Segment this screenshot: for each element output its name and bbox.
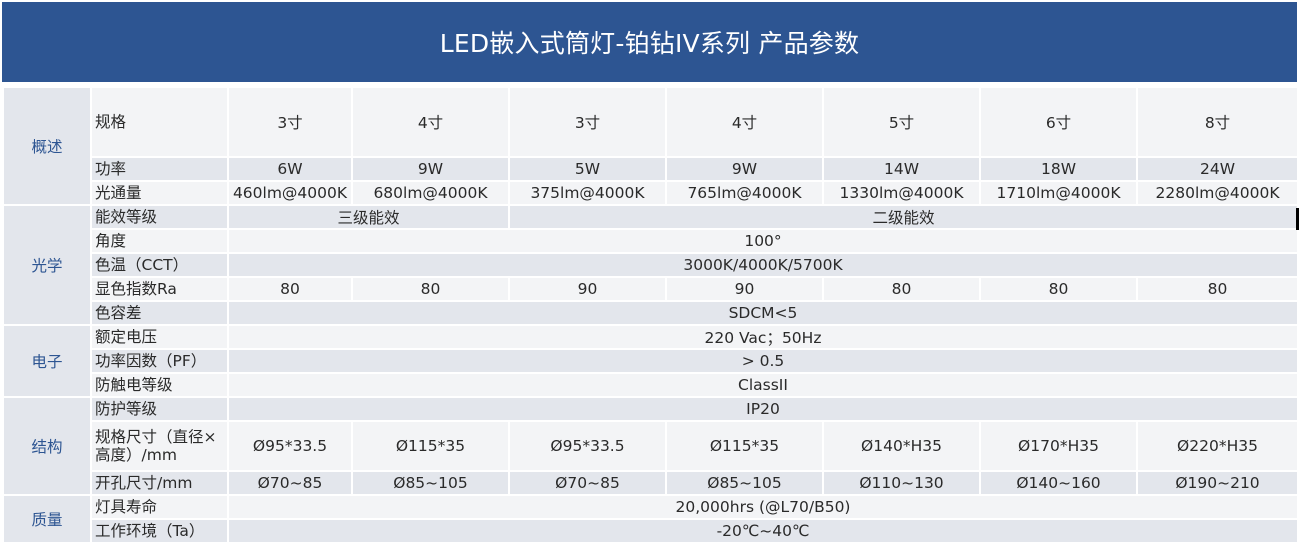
table-cell: IP20 bbox=[227, 396, 1299, 422]
table-cell: -20℃~40℃ bbox=[227, 518, 1299, 544]
table-cell: 90 bbox=[665, 276, 824, 302]
edge-divider bbox=[1296, 208, 1299, 230]
row-label: 防触电等级 bbox=[90, 372, 229, 398]
row-label: 额定电压 bbox=[90, 324, 229, 350]
row-label: 色温（CCT） bbox=[90, 252, 229, 278]
table-row: 光学 能效等级 三级能效 二级能效 bbox=[2, 204, 1299, 326]
table-row: 角度 100° bbox=[3, 228, 1299, 254]
table-cell: 4寸 bbox=[665, 86, 824, 158]
table-cell: Ø170*H35 bbox=[979, 420, 1138, 472]
category-quality: 质量 bbox=[2, 494, 92, 544]
table-cell: SDCM<5 bbox=[227, 300, 1299, 326]
table-cell: 5W bbox=[508, 156, 667, 182]
row-label: 灯具寿命 bbox=[90, 494, 229, 520]
table-cell: > 0.5 bbox=[227, 348, 1299, 374]
table-cell: Ø85~105 bbox=[665, 470, 824, 496]
row-label: 功率 bbox=[90, 156, 229, 182]
table-cell: 24W bbox=[1136, 156, 1299, 182]
table-row: 显色指数Ra 80 80 90 90 80 80 80 bbox=[3, 276, 1299, 302]
table-cell: 3寸 bbox=[227, 86, 353, 158]
row-label: 功率因数（PF） bbox=[90, 348, 229, 374]
table-cell: 9W bbox=[351, 156, 510, 182]
page-title: LED嵌入式筒灯-铂钻IV系列 产品参数 bbox=[2, 2, 1297, 82]
table-cell: 80 bbox=[227, 276, 353, 302]
category-overview: 概述 bbox=[2, 86, 92, 206]
table-row: 开孔尺寸/mm Ø70~85 Ø85~105 Ø70~85 Ø85~105 Ø1… bbox=[3, 470, 1299, 496]
table-row: 电子 额定电压 220 Vac；50Hz bbox=[2, 324, 1299, 398]
row-label: 防护等级 bbox=[90, 396, 229, 422]
table-cell: Ø95*33.5 bbox=[227, 420, 353, 472]
spec-table: 概述 规格 3寸 4寸 3寸 4寸 5寸 6寸 8寸 功率 6W 9W 5W 9… bbox=[2, 86, 1299, 544]
table-cell: 2280lm@4000K bbox=[1136, 180, 1299, 206]
table-cell: 1710lm@4000K bbox=[979, 180, 1138, 206]
row-label: 色容差 bbox=[90, 300, 229, 326]
table-cell: 460lm@4000K bbox=[227, 180, 353, 206]
table-cell: Ø190~210 bbox=[1136, 470, 1299, 496]
table-cell: 9W bbox=[665, 156, 824, 182]
table-cell: 6W bbox=[227, 156, 353, 182]
table-cell: Ø220*H35 bbox=[1136, 420, 1299, 472]
table-cell: 18W bbox=[979, 156, 1138, 182]
table-row: 工作环境（Ta） -20℃~40℃ bbox=[3, 518, 1299, 544]
table-cell: Ø140~160 bbox=[979, 470, 1138, 496]
table-row: 规格尺寸（直径×高度）/mm Ø95*33.5 Ø115*35 Ø95*33.5… bbox=[3, 420, 1299, 472]
table-cell: 680lm@4000K bbox=[351, 180, 510, 206]
table-cell: 5寸 bbox=[822, 86, 981, 158]
table-cell: 80 bbox=[1136, 276, 1299, 302]
table-row: 功率 6W 9W 5W 9W 14W 18W 24W bbox=[3, 156, 1299, 182]
table-cell: 80 bbox=[979, 276, 1138, 302]
table-cell: Ø70~85 bbox=[508, 470, 667, 496]
category-electric: 电子 bbox=[2, 324, 92, 398]
table-cell: 3寸 bbox=[508, 86, 667, 158]
table-cell: Ø70~85 bbox=[227, 470, 353, 496]
table-cell: Ø110~130 bbox=[822, 470, 981, 496]
table-cell: 765lm@4000K bbox=[665, 180, 824, 206]
table-cell: 4寸 bbox=[351, 86, 510, 158]
table-cell: Ø115*35 bbox=[665, 420, 824, 472]
table-cell: 80 bbox=[822, 276, 981, 302]
table-cell: 3000K/4000K/5700K bbox=[227, 252, 1299, 278]
table-cell: 三级能效 bbox=[227, 204, 510, 230]
table-row: 概述 规格 3寸 4寸 3寸 4寸 5寸 6寸 8寸 bbox=[2, 86, 1299, 206]
table-cell: ClassII bbox=[227, 372, 1299, 398]
table-cell: 8寸 bbox=[1136, 86, 1299, 158]
table-cell: 375lm@4000K bbox=[508, 180, 667, 206]
table-cell: 80 bbox=[351, 276, 510, 302]
row-label: 角度 bbox=[90, 228, 229, 254]
row-label: 工作环境（Ta） bbox=[90, 518, 229, 544]
row-label: 规格尺寸（直径×高度）/mm bbox=[90, 420, 229, 472]
table-cell: 220 Vac；50Hz bbox=[227, 324, 1299, 350]
row-label: 能效等级 bbox=[90, 204, 229, 230]
row-label: 显色指数Ra bbox=[90, 276, 229, 302]
table-row: 光通量 460lm@4000K 680lm@4000K 375lm@4000K … bbox=[3, 180, 1299, 206]
table-cell: Ø115*35 bbox=[351, 420, 510, 472]
table-row: 功率因数（PF） > 0.5 bbox=[3, 348, 1299, 374]
table-row: 结构 防护等级 IP20 bbox=[2, 396, 1299, 496]
table-cell: Ø85~105 bbox=[351, 470, 510, 496]
table-row: 防触电等级 ClassII bbox=[3, 372, 1299, 398]
table-cell: 二级能效 bbox=[508, 204, 1299, 230]
table-row: 质量 灯具寿命 20,000hrs (@L70/B50) bbox=[2, 494, 1299, 544]
row-label: 光通量 bbox=[90, 180, 229, 206]
category-optics: 光学 bbox=[2, 204, 92, 326]
table-cell: 14W bbox=[822, 156, 981, 182]
table-cell: 6寸 bbox=[979, 86, 1138, 158]
table-cell: 90 bbox=[508, 276, 667, 302]
table-cell: Ø95*33.5 bbox=[508, 420, 667, 472]
row-label: 规格 bbox=[90, 86, 229, 158]
table-cell: Ø140*H35 bbox=[822, 420, 981, 472]
table-cell: 1330lm@4000K bbox=[822, 180, 981, 206]
category-structure: 结构 bbox=[2, 396, 92, 496]
table-row: 色容差 SDCM<5 bbox=[3, 300, 1299, 326]
table-cell: 100° bbox=[227, 228, 1299, 254]
row-label: 开孔尺寸/mm bbox=[90, 470, 229, 496]
table-row: 色温（CCT） 3000K/4000K/5700K bbox=[3, 252, 1299, 278]
table-cell: 20,000hrs (@L70/B50) bbox=[227, 494, 1299, 520]
